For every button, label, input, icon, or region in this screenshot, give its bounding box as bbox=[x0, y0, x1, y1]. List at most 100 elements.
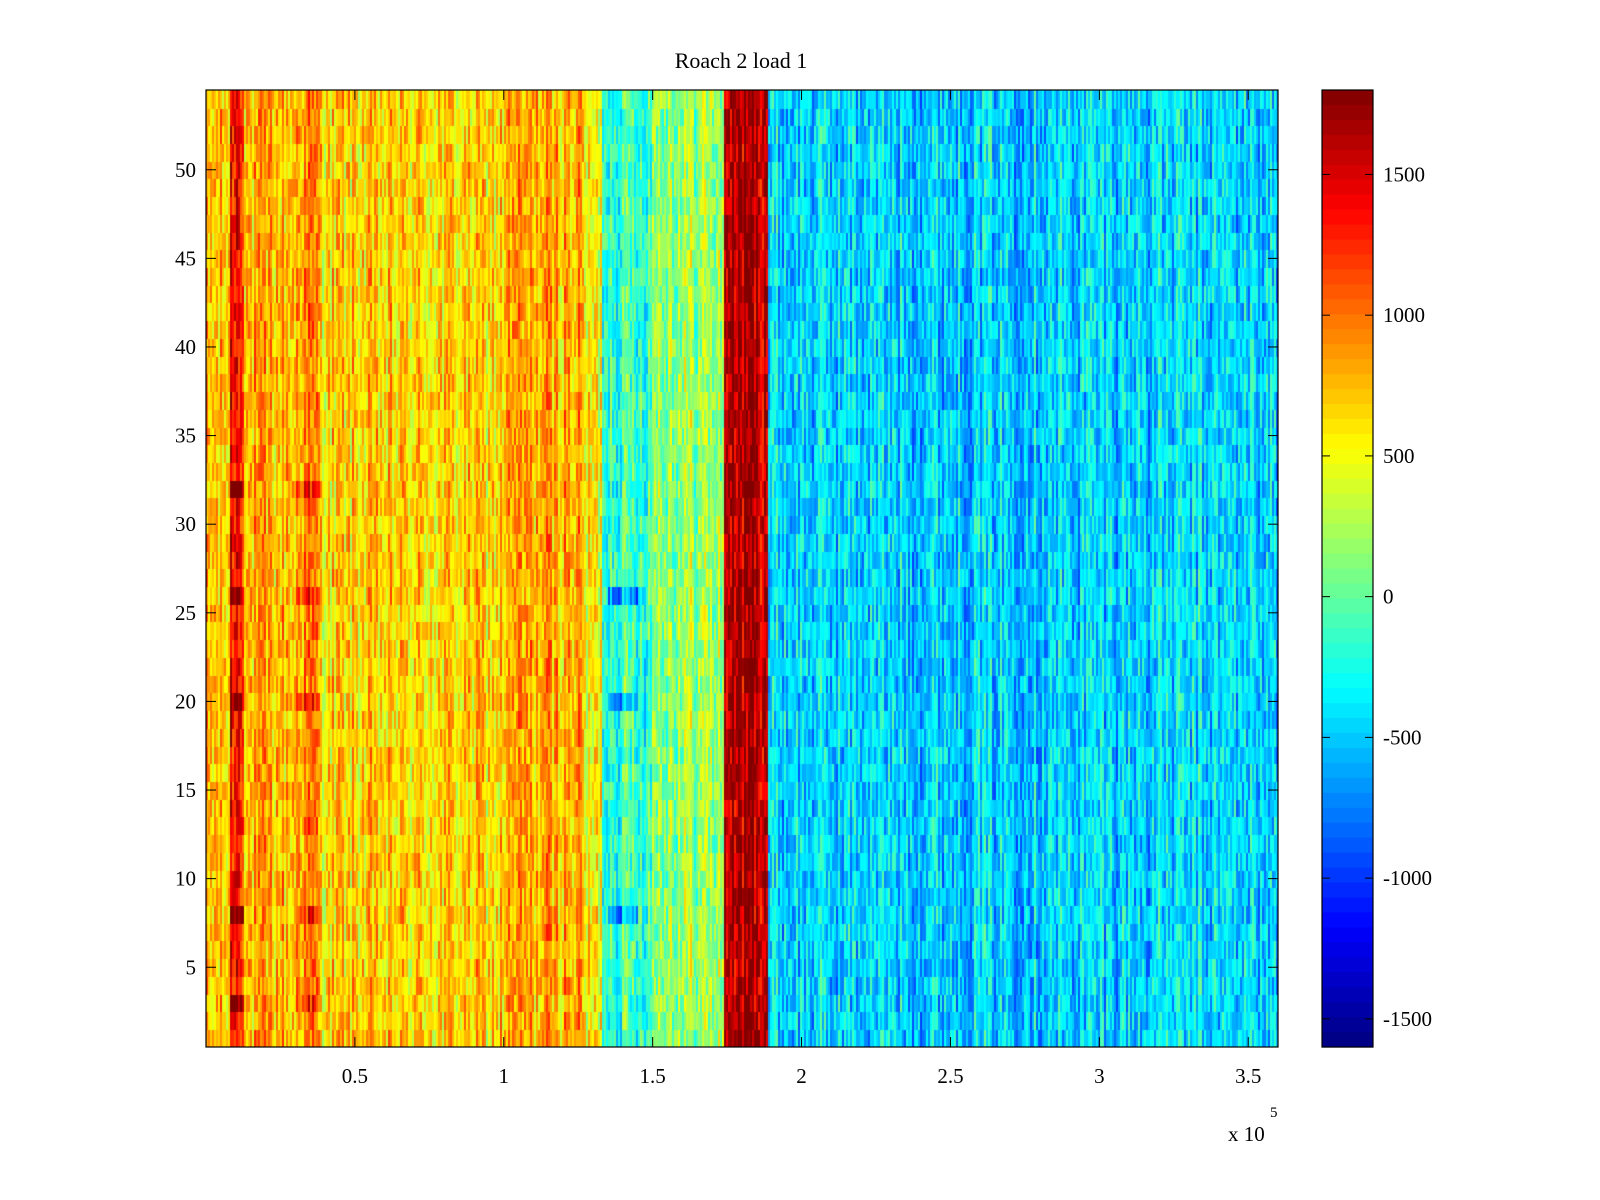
colorbar-segment bbox=[1322, 164, 1373, 181]
colorbar-segment bbox=[1322, 777, 1373, 794]
y-tick-label: 20 bbox=[175, 689, 196, 713]
colorbar-frame bbox=[1321, 89, 1374, 1048]
x-tick-label: 2.5 bbox=[937, 1064, 963, 1088]
colorbar-segment bbox=[1322, 239, 1373, 256]
colorbar-segment bbox=[1322, 1002, 1373, 1018]
colorbar-segment bbox=[1322, 209, 1373, 226]
colorbar-segment bbox=[1322, 374, 1373, 390]
colorbar-segment bbox=[1322, 463, 1373, 480]
colorbar-segment bbox=[1322, 703, 1373, 719]
x-tick-label: 3 bbox=[1094, 1064, 1105, 1088]
x-tick-label: 0.5 bbox=[342, 1064, 368, 1088]
colorbar-segment bbox=[1322, 718, 1373, 734]
colorbar-segment bbox=[1322, 1032, 1373, 1048]
colorbar-segment bbox=[1322, 628, 1373, 644]
x-multiplier-base: x 10 bbox=[1228, 1122, 1265, 1146]
colorbar-segment bbox=[1322, 1017, 1373, 1033]
colorbar-segment bbox=[1322, 822, 1373, 839]
colorbar-segment bbox=[1322, 134, 1373, 151]
colorbar-tick-label: -1000 bbox=[1383, 866, 1432, 890]
colorbar-segment bbox=[1322, 119, 1373, 136]
colorbar-tick-label: -500 bbox=[1383, 725, 1422, 749]
x-axis-multiplier: x 10 5 bbox=[1228, 1105, 1278, 1146]
colorbar-segment bbox=[1322, 329, 1373, 345]
x-multiplier-exponent: 5 bbox=[1270, 1105, 1278, 1121]
colorbar-segment bbox=[1322, 478, 1373, 495]
colorbar-segment bbox=[1322, 344, 1373, 360]
colorbar-segment bbox=[1322, 688, 1373, 704]
y-axis: 5 10 15 20 25 30 35 40 45 50 bbox=[175, 158, 1278, 979]
colorbar-segment bbox=[1322, 284, 1373, 300]
heatmap-image bbox=[206, 90, 1278, 1047]
colorbar-segment bbox=[1322, 523, 1373, 540]
y-tick-label: 40 bbox=[175, 335, 196, 359]
x-tick-label: 1.5 bbox=[640, 1064, 666, 1088]
heatmap-cells bbox=[206, 90, 1278, 1047]
colorbar: 1500 1000 500 0 -500 -1000 -1500 bbox=[1321, 89, 1432, 1048]
colorbar-segment bbox=[1322, 299, 1373, 315]
colorbar-segment bbox=[1322, 508, 1373, 525]
colorbar-segment bbox=[1322, 269, 1373, 285]
colorbar-segment bbox=[1322, 732, 1373, 749]
plot-frame bbox=[205, 89, 1279, 1048]
colorbar-tick-label: 0 bbox=[1383, 585, 1394, 609]
y-tick-label: 15 bbox=[175, 778, 196, 802]
y-tick-label: 10 bbox=[175, 867, 196, 891]
colorbar-segment bbox=[1322, 867, 1373, 884]
y-tick-label: 25 bbox=[175, 601, 196, 625]
colorbar-segment bbox=[1322, 254, 1373, 271]
colorbar-segment bbox=[1322, 972, 1373, 988]
colorbar-tick-label: -1500 bbox=[1383, 1007, 1432, 1031]
colorbar-segment bbox=[1322, 957, 1373, 973]
colorbar-segment bbox=[1322, 194, 1373, 211]
colorbar-segment bbox=[1322, 493, 1373, 510]
colorbar-segment bbox=[1322, 598, 1373, 614]
colorbar-segment bbox=[1322, 987, 1373, 1003]
colorbar-segment bbox=[1322, 568, 1373, 585]
colorbar-segment bbox=[1322, 149, 1373, 166]
chart-title: Roach 2 load 1 bbox=[675, 48, 808, 73]
colorbar-segment bbox=[1322, 762, 1373, 779]
colorbar-tick-label: 1000 bbox=[1383, 303, 1425, 327]
colorbar-segment bbox=[1322, 837, 1373, 854]
y-tick-label: 35 bbox=[175, 424, 196, 448]
colorbar-segment bbox=[1322, 418, 1373, 435]
colorbar-segment bbox=[1322, 792, 1373, 809]
colorbar-tick-label: 1500 bbox=[1383, 162, 1425, 186]
colorbar-segment bbox=[1322, 179, 1373, 196]
colorbar-segment bbox=[1322, 553, 1373, 570]
y-tick-label: 45 bbox=[175, 246, 196, 270]
colorbar-segment bbox=[1322, 673, 1373, 689]
colorbar-segment bbox=[1322, 747, 1373, 764]
colorbar-segment bbox=[1322, 538, 1373, 555]
y-tick-label: 5 bbox=[186, 955, 197, 979]
colorbar-segment bbox=[1322, 897, 1373, 914]
colorbar-segment bbox=[1322, 583, 1373, 600]
colorbar-segment bbox=[1322, 852, 1373, 869]
colorbar-segment bbox=[1322, 927, 1373, 943]
x-tick-label: 3.5 bbox=[1235, 1064, 1261, 1088]
colorbar-segment bbox=[1322, 942, 1373, 958]
colorbar-segment bbox=[1322, 224, 1373, 241]
colorbar-segment bbox=[1322, 389, 1373, 405]
colorbar-segment bbox=[1322, 404, 1373, 420]
colorbar-segment bbox=[1322, 90, 1373, 106]
x-tick-label: 1 bbox=[499, 1064, 510, 1088]
colorbar-segment bbox=[1322, 613, 1373, 629]
y-tick-label: 50 bbox=[175, 158, 196, 182]
colorbar-segment bbox=[1322, 104, 1373, 121]
x-tick-label: 2 bbox=[796, 1064, 807, 1088]
colorbar-segment bbox=[1322, 643, 1373, 659]
x-axis: 0.5 1 1.5 2 2.5 3 3.5 bbox=[342, 90, 1261, 1088]
colorbar-segment bbox=[1322, 433, 1373, 450]
colorbar-segment bbox=[1322, 359, 1373, 375]
colorbar-segment bbox=[1322, 882, 1373, 899]
colorbar-segment bbox=[1322, 314, 1373, 330]
y-tick-label: 30 bbox=[175, 512, 196, 536]
colorbar-segment bbox=[1322, 658, 1373, 674]
colorbar-segment bbox=[1322, 448, 1373, 465]
colorbar-segment bbox=[1322, 912, 1373, 928]
colorbar-segment bbox=[1322, 807, 1373, 824]
